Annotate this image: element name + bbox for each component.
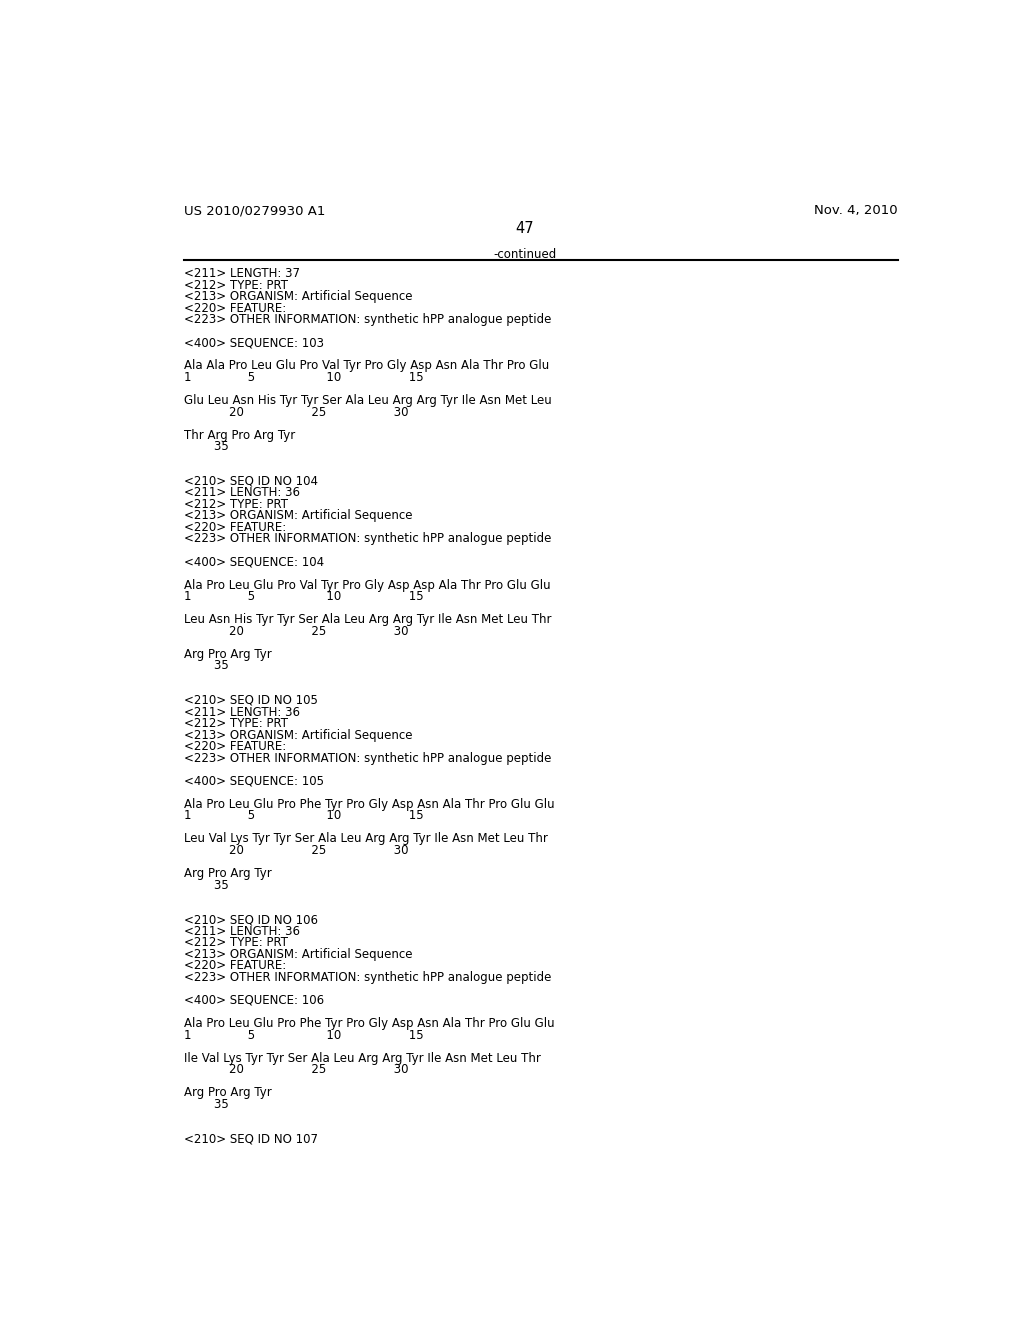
Text: 1               5                   10                  15: 1 5 10 15 (183, 371, 423, 384)
Text: 1               5                   10                  15: 1 5 10 15 (183, 809, 423, 822)
Text: 47: 47 (515, 222, 535, 236)
Text: <213> ORGANISM: Artificial Sequence: <213> ORGANISM: Artificial Sequence (183, 948, 412, 961)
Text: 35: 35 (183, 1098, 228, 1110)
Text: <213> ORGANISM: Artificial Sequence: <213> ORGANISM: Artificial Sequence (183, 290, 412, 304)
Text: <211> LENGTH: 37: <211> LENGTH: 37 (183, 267, 300, 280)
Text: Leu Asn His Tyr Tyr Ser Ala Leu Arg Arg Tyr Ile Asn Met Leu Thr: Leu Asn His Tyr Tyr Ser Ala Leu Arg Arg … (183, 614, 551, 626)
Text: <400> SEQUENCE: 106: <400> SEQUENCE: 106 (183, 994, 324, 1007)
Text: 1               5                   10                  15: 1 5 10 15 (183, 590, 423, 603)
Text: <212> TYPE: PRT: <212> TYPE: PRT (183, 279, 288, 292)
Text: <213> ORGANISM: Artificial Sequence: <213> ORGANISM: Artificial Sequence (183, 729, 412, 742)
Text: 20                  25                  30: 20 25 30 (183, 405, 408, 418)
Text: <212> TYPE: PRT: <212> TYPE: PRT (183, 717, 288, 730)
Text: <223> OTHER INFORMATION: synthetic hPP analogue peptide: <223> OTHER INFORMATION: synthetic hPP a… (183, 532, 551, 545)
Text: 35: 35 (183, 879, 228, 891)
Text: <210> SEQ ID NO 104: <210> SEQ ID NO 104 (183, 475, 317, 488)
Text: -continued: -continued (494, 248, 556, 261)
Text: Ala Pro Leu Glu Pro Val Tyr Pro Gly Asp Asp Ala Thr Pro Glu Glu: Ala Pro Leu Glu Pro Val Tyr Pro Gly Asp … (183, 578, 550, 591)
Text: <212> TYPE: PRT: <212> TYPE: PRT (183, 498, 288, 511)
Text: <223> OTHER INFORMATION: synthetic hPP analogue peptide: <223> OTHER INFORMATION: synthetic hPP a… (183, 313, 551, 326)
Text: <220> FEATURE:: <220> FEATURE: (183, 302, 286, 314)
Text: <223> OTHER INFORMATION: synthetic hPP analogue peptide: <223> OTHER INFORMATION: synthetic hPP a… (183, 970, 551, 983)
Text: 1               5                   10                  15: 1 5 10 15 (183, 1028, 423, 1041)
Text: <211> LENGTH: 36: <211> LENGTH: 36 (183, 705, 300, 718)
Text: Ala Pro Leu Glu Pro Phe Tyr Pro Gly Asp Asn Ala Thr Pro Glu Glu: Ala Pro Leu Glu Pro Phe Tyr Pro Gly Asp … (183, 797, 554, 810)
Text: 35: 35 (183, 440, 228, 453)
Text: Arg Pro Arg Tyr: Arg Pro Arg Tyr (183, 1086, 271, 1100)
Text: Leu Val Lys Tyr Tyr Ser Ala Leu Arg Arg Tyr Ile Asn Met Leu Thr: Leu Val Lys Tyr Tyr Ser Ala Leu Arg Arg … (183, 833, 548, 845)
Text: <220> FEATURE:: <220> FEATURE: (183, 741, 286, 754)
Text: Glu Leu Asn His Tyr Tyr Ser Ala Leu Arg Arg Tyr Ile Asn Met Leu: Glu Leu Asn His Tyr Tyr Ser Ala Leu Arg … (183, 395, 551, 407)
Text: Ala Pro Leu Glu Pro Phe Tyr Pro Gly Asp Asn Ala Thr Pro Glu Glu: Ala Pro Leu Glu Pro Phe Tyr Pro Gly Asp … (183, 1016, 554, 1030)
Text: <400> SEQUENCE: 103: <400> SEQUENCE: 103 (183, 337, 324, 350)
Text: <210> SEQ ID NO 105: <210> SEQ ID NO 105 (183, 694, 317, 708)
Text: <213> ORGANISM: Artificial Sequence: <213> ORGANISM: Artificial Sequence (183, 510, 412, 523)
Text: Ile Val Lys Tyr Tyr Ser Ala Leu Arg Arg Tyr Ile Asn Met Leu Thr: Ile Val Lys Tyr Tyr Ser Ala Leu Arg Arg … (183, 1052, 541, 1065)
Text: Ala Ala Pro Leu Glu Pro Val Tyr Pro Gly Asp Asn Ala Thr Pro Glu: Ala Ala Pro Leu Glu Pro Val Tyr Pro Gly … (183, 359, 549, 372)
Text: <220> FEATURE:: <220> FEATURE: (183, 960, 286, 973)
Text: Nov. 4, 2010: Nov. 4, 2010 (814, 205, 898, 216)
Text: Arg Pro Arg Tyr: Arg Pro Arg Tyr (183, 648, 271, 661)
Text: <400> SEQUENCE: 105: <400> SEQUENCE: 105 (183, 775, 324, 788)
Text: 35: 35 (183, 660, 228, 672)
Text: <220> FEATURE:: <220> FEATURE: (183, 521, 286, 535)
Text: US 2010/0279930 A1: US 2010/0279930 A1 (183, 205, 325, 216)
Text: <210> SEQ ID NO 106: <210> SEQ ID NO 106 (183, 913, 317, 927)
Text: <223> OTHER INFORMATION: synthetic hPP analogue peptide: <223> OTHER INFORMATION: synthetic hPP a… (183, 751, 551, 764)
Text: Arg Pro Arg Tyr: Arg Pro Arg Tyr (183, 867, 271, 880)
Text: 20                  25                  30: 20 25 30 (183, 1063, 408, 1076)
Text: Thr Arg Pro Arg Tyr: Thr Arg Pro Arg Tyr (183, 429, 295, 442)
Text: 20                  25                  30: 20 25 30 (183, 624, 408, 638)
Text: 20                  25                  30: 20 25 30 (183, 843, 408, 857)
Text: <211> LENGTH: 36: <211> LENGTH: 36 (183, 486, 300, 499)
Text: <210> SEQ ID NO 107: <210> SEQ ID NO 107 (183, 1133, 317, 1146)
Text: <212> TYPE: PRT: <212> TYPE: PRT (183, 936, 288, 949)
Text: <211> LENGTH: 36: <211> LENGTH: 36 (183, 925, 300, 937)
Text: <400> SEQUENCE: 104: <400> SEQUENCE: 104 (183, 556, 324, 569)
